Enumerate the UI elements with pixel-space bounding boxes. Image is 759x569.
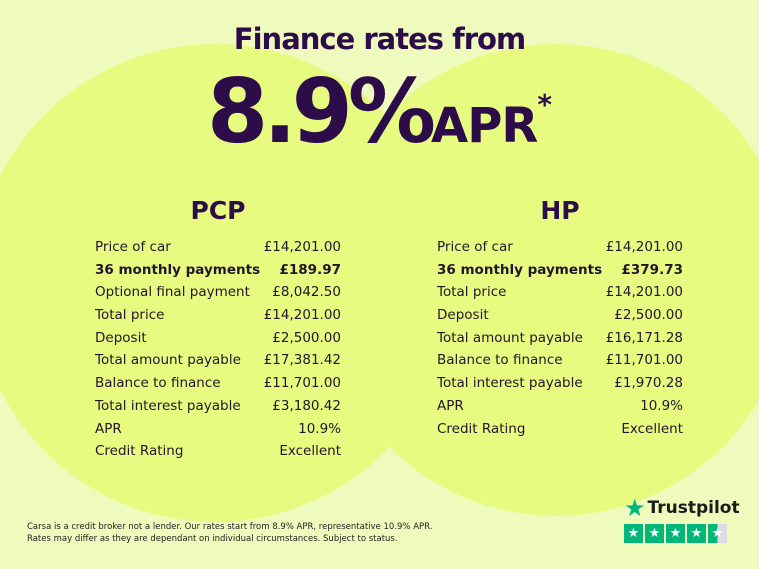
row-value: £189.97 <box>279 261 342 278</box>
table-row: Credit Rating Excellent <box>437 418 683 441</box>
apr-label: APR <box>431 98 538 154</box>
rating-star-icon: ★ <box>624 524 643 543</box>
disclaimer-line-1: Carsa is a credit broker not a lender. O… <box>27 522 433 532</box>
table-row: Total amount payable £17,381.42 <box>95 349 341 372</box>
rating-star-icon: ★ <box>687 524 706 543</box>
row-value: £11,701.00 <box>605 352 683 369</box>
rating-star-icon: ★ <box>708 524 727 543</box>
row-label: APR <box>437 397 464 414</box>
row-value: Excellent <box>279 443 341 460</box>
disclaimer: Carsa is a credit broker not a lender. O… <box>27 521 432 545</box>
trustpilot-rating: ★ ★ ★ ★ ★ <box>624 524 740 543</box>
row-value: Excellent <box>621 420 683 437</box>
rate-value: 8.9% <box>206 60 436 163</box>
hp-title: HP <box>540 196 580 225</box>
table-row: Balance to finance £11,701.00 <box>437 349 683 372</box>
row-label: Total interest payable <box>95 397 241 414</box>
rating-star-icon: ★ <box>645 524 664 543</box>
table-row: 36 monthly payments £379.73 <box>437 259 683 282</box>
row-value: £379.73 <box>621 261 684 278</box>
rate-display: 8.9%APR* <box>0 60 759 163</box>
table-row: Total price £14,201.00 <box>95 304 341 327</box>
row-label: Balance to finance <box>95 375 221 392</box>
pcp-table: PCP Price of car £14,201.00 36 monthly pay… <box>95 196 341 463</box>
table-row: Price of car £14,201.00 <box>437 236 683 259</box>
row-label: Total amount payable <box>437 329 583 346</box>
pcp-title: PCP <box>190 196 246 225</box>
row-label: Credit Rating <box>95 443 184 460</box>
row-label: Optional final payment <box>95 284 250 301</box>
background-circle-right <box>320 44 759 516</box>
row-value: £11,701.00 <box>263 375 341 392</box>
table-row: Price of car £14,201.00 <box>95 236 341 259</box>
table-row: 36 monthly payments £189.97 <box>95 259 341 282</box>
row-label: 36 monthly payments <box>95 261 261 278</box>
table-row: Total price £14,201.00 <box>437 281 683 304</box>
row-label: APR <box>95 420 122 437</box>
row-label: Price of car <box>437 239 513 255</box>
row-value: £14,201.00 <box>605 284 683 301</box>
row-value: 10.9% <box>640 397 683 414</box>
table-row: Deposit £2,500.00 <box>437 304 683 327</box>
row-value: £14,201.00 <box>263 307 341 324</box>
table-row: Total amount payable £16,171.28 <box>437 327 683 350</box>
row-value: £1,970.28 <box>614 375 683 392</box>
row-value: £3,180.42 <box>272 397 341 414</box>
row-value: £8,042.50 <box>272 284 341 301</box>
asterisk: * <box>537 88 552 121</box>
row-label: Total interest payable <box>437 375 583 392</box>
table-row: Total interest payable £3,180.42 <box>95 395 341 418</box>
row-label: Total price <box>437 284 507 301</box>
table-row: Balance to finance £11,701.00 <box>95 372 341 395</box>
row-label: Total price <box>95 307 165 324</box>
table-row: Deposit £2,500.00 <box>95 327 341 350</box>
hp-table: HP Price of car £14,201.00 36 monthly paym… <box>437 196 683 440</box>
trustpilot-name: Trustpilot <box>647 498 740 518</box>
row-value: £2,500.00 <box>272 329 341 346</box>
table-row: Total interest payable £1,970.28 <box>437 372 683 395</box>
headline: Finance rates from <box>233 22 526 56</box>
row-label: Credit Rating <box>437 420 526 437</box>
table-row: Optional final payment £8,042.50 <box>95 281 341 304</box>
row-value: £2,500.00 <box>614 307 683 324</box>
row-value: £16,171.28 <box>605 329 683 346</box>
row-label: Deposit <box>95 329 147 346</box>
table-row: APR 10.9% <box>437 395 683 418</box>
row-value: £14,201.00 <box>263 239 341 255</box>
row-value: £17,381.42 <box>263 352 341 369</box>
row-value: £14,201.00 <box>605 239 683 255</box>
star-icon: ★ <box>624 494 646 522</box>
row-label: Balance to finance <box>437 352 563 369</box>
table-row: APR 10.9% <box>95 418 341 441</box>
row-value: 10.9% <box>298 420 341 437</box>
row-label: Price of car <box>95 239 171 255</box>
rating-star-icon: ★ <box>666 524 685 543</box>
trustpilot-badge[interactable]: ★ Trustpilot ★ ★ ★ ★ ★ <box>624 494 740 543</box>
row-label: 36 monthly payments <box>437 261 603 278</box>
disclaimer-line-2: Rates may differ as they are dependant o… <box>27 534 398 544</box>
row-label: Deposit <box>437 307 489 324</box>
table-row: Credit Rating Excellent <box>95 440 341 463</box>
row-label: Total amount payable <box>95 352 241 369</box>
